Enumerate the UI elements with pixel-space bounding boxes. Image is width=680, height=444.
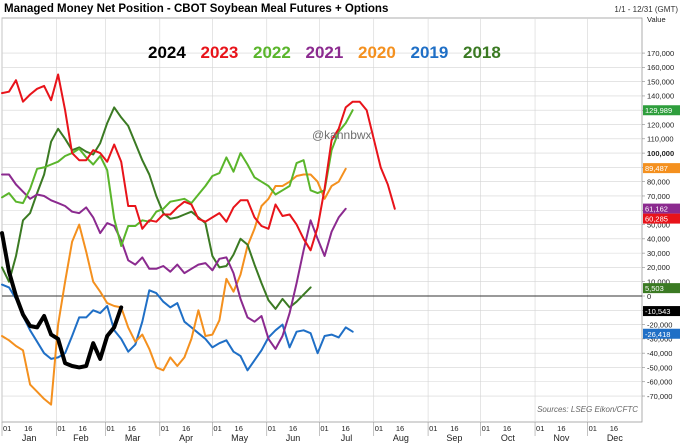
value-tag-bg — [643, 306, 680, 317]
y-tick-label: 10,000 — [647, 278, 670, 287]
y-tick-label: 70,000 — [647, 192, 670, 201]
x-day-label: 01 — [482, 424, 490, 433]
y-tick-label: -20,000 — [647, 320, 672, 329]
y-tick-label: 120,000 — [647, 120, 674, 129]
x-day-label: 16 — [341, 424, 349, 433]
legend-item-2019: 2019 — [411, 43, 449, 62]
x-day-label: 01 — [268, 424, 276, 433]
series-line-2018 — [1, 106, 312, 310]
x-day-label: 01 — [3, 424, 11, 433]
value-tag-2018: 5,503 — [645, 284, 664, 293]
y-tick-label: 80,000 — [647, 177, 670, 186]
series-layer — [0, 73, 396, 406]
value-tag-bg — [643, 163, 680, 174]
value-tag-bg — [643, 213, 680, 224]
x-day-label: 16 — [610, 424, 618, 433]
value-tag-bg — [643, 105, 680, 116]
x-day-label: 16 — [182, 424, 190, 433]
value-tag-bg — [643, 283, 680, 294]
y-tick-label: 20,000 — [647, 263, 670, 272]
series-line-2024 — [0, 231, 124, 370]
y-tick-label: 40,000 — [647, 235, 670, 244]
x-day-label: 01 — [536, 424, 544, 433]
x-day-label: 01 — [589, 424, 597, 433]
y-tick-label: -60,000 — [647, 378, 672, 387]
legend-item-2018: 2018 — [463, 43, 501, 62]
x-day-label: 16 — [450, 424, 458, 433]
legend-item-2021: 2021 — [306, 43, 344, 62]
series-line-2021 — [1, 173, 347, 350]
x-month-label: Jan — [22, 433, 37, 443]
x-month-label: Mar — [125, 433, 141, 443]
x-day-label: 01 — [375, 424, 383, 433]
value-tag-bg — [643, 203, 680, 214]
value-tag-bg — [643, 328, 680, 339]
y-tick-label: 140,000 — [647, 92, 674, 101]
y-tick-label: 110,000 — [647, 135, 674, 144]
x-month-label: Jun — [286, 433, 301, 443]
x-day-label: 16 — [128, 424, 136, 433]
legend-item-2022: 2022 — [253, 43, 291, 62]
x-day-label: 01 — [106, 424, 114, 433]
x-day-label: 16 — [557, 424, 565, 433]
x-day-label: 16 — [396, 424, 404, 433]
value-tag-2022: 129,989 — [645, 106, 672, 115]
y-tick-label: -30,000 — [647, 335, 672, 344]
legend-item-2020: 2020 — [358, 43, 396, 62]
value-tag-2021: 61,162 — [645, 205, 668, 214]
y-tick-label: 150,000 — [647, 77, 674, 86]
series-line-2022 — [1, 109, 354, 247]
grid — [1, 18, 642, 422]
value-tag-2023: 60,285 — [645, 215, 668, 224]
y-tick-label: 30,000 — [647, 249, 670, 258]
x-day-label: 01 — [57, 424, 65, 433]
x-day-label: 01 — [161, 424, 169, 433]
legend-item-2024: 2024 — [148, 43, 186, 62]
y-tick-label: 170,000 — [647, 49, 674, 58]
value-tag-2019: -26,418 — [645, 330, 670, 339]
x-day-label: 16 — [24, 424, 32, 433]
date-range: 1/1 - 12/31 (GMT) — [614, 5, 678, 14]
y-tick-label: -40,000 — [647, 349, 672, 358]
value-tag-2020: 89,487 — [645, 164, 668, 173]
series-line-2020 — [1, 167, 347, 406]
x-day-label: 01 — [213, 424, 221, 433]
plot-area — [1, 17, 643, 423]
y-tick-label: 0 — [647, 292, 651, 301]
y-tick-label: -70,000 — [647, 392, 672, 401]
watermark: @kannbwx — [312, 128, 372, 142]
y-axis-title: Value — [647, 15, 666, 24]
legend-item-2023: 2023 — [201, 43, 239, 62]
x-month-label: Oct — [501, 433, 516, 443]
y-axis-ticks: 170,000160,000150,000140,000130,000120,0… — [642, 49, 674, 401]
x-month-label: Nov — [553, 433, 570, 443]
x-month-label: Aug — [393, 433, 409, 443]
x-month-label: Dec — [607, 433, 624, 443]
x-day-label: 16 — [78, 424, 86, 433]
series-line-2023 — [1, 73, 396, 252]
x-month-label: Feb — [73, 433, 89, 443]
chart-title: Managed Money Net Position - CBOT Soybea… — [4, 3, 388, 15]
x-day-label: 16 — [235, 424, 243, 433]
y-tick-label: 100,000 — [647, 149, 674, 158]
value-tag-2024: -10,543 — [645, 307, 670, 316]
y-tick-label: -50,000 — [647, 363, 672, 372]
y-tick-label: 160,000 — [647, 63, 674, 72]
series-line-2019 — [1, 283, 354, 372]
x-day-label: 16 — [289, 424, 297, 433]
x-month-label: Jul — [341, 433, 353, 443]
x-day-label: 16 — [503, 424, 511, 433]
source-note: Sources: LSEG Eikon/CFTC — [537, 405, 638, 414]
x-day-label: 01 — [320, 424, 328, 433]
x-month-label: Apr — [179, 433, 193, 443]
x-day-label: 01 — [429, 424, 437, 433]
y-tick-label: 50,000 — [647, 220, 670, 229]
x-month-label: Sep — [446, 433, 462, 443]
x-month-label: May — [231, 433, 249, 443]
legend: 2024 2023 2022 2021 2020 2019 2018 — [148, 43, 501, 62]
